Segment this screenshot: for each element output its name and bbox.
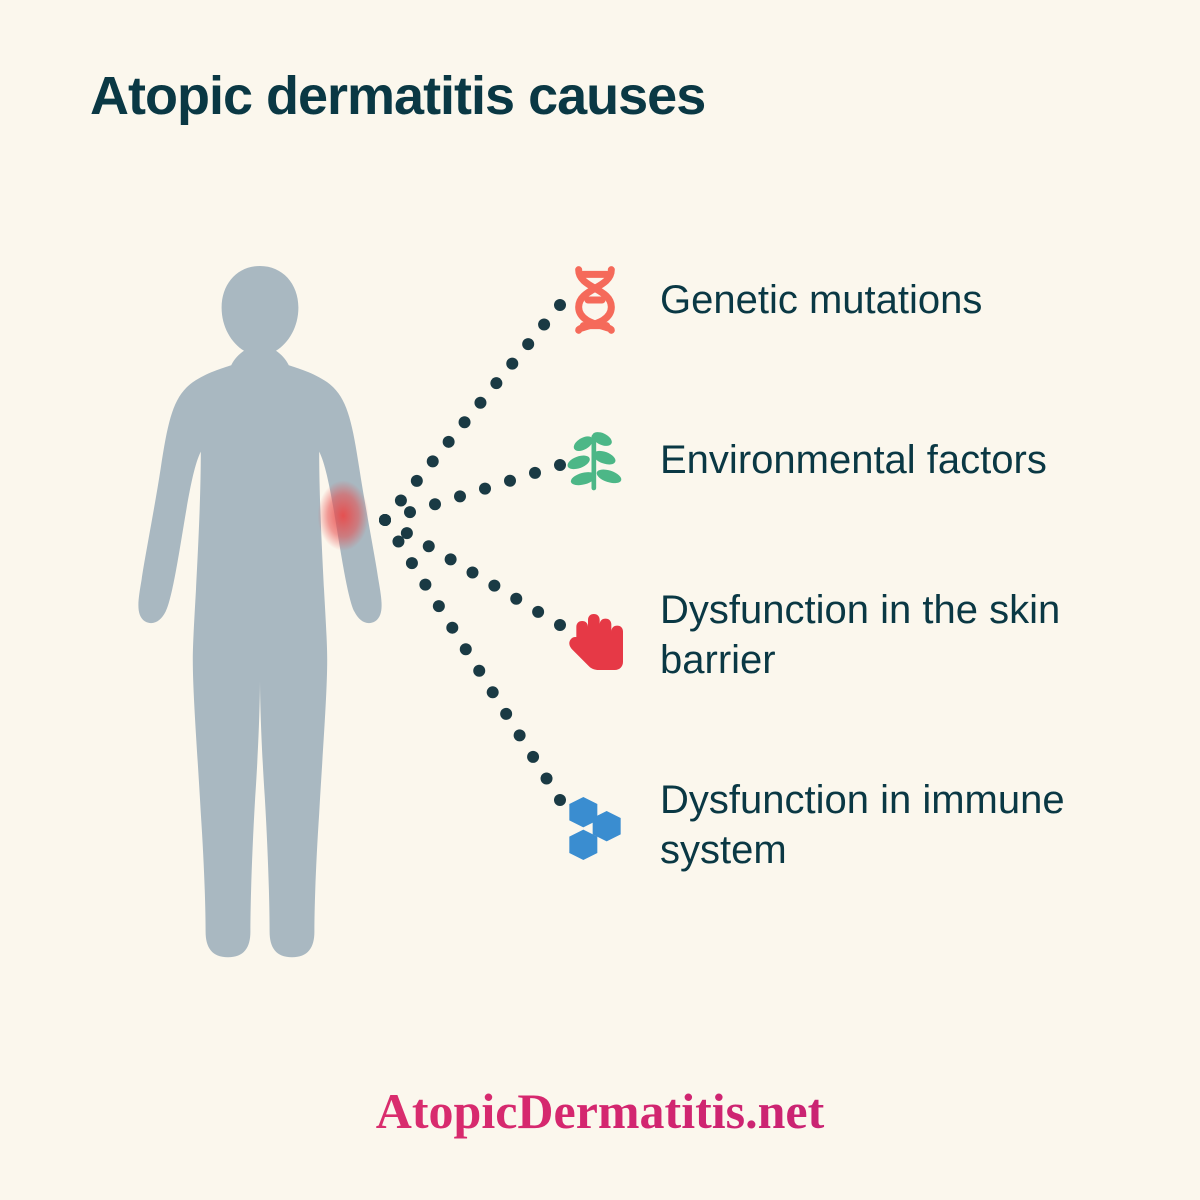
page-title: Atopic dermatitis causes (90, 65, 705, 127)
hexagon-cluster-icon (560, 790, 630, 860)
cause-label: Dysfunction in immune system (660, 775, 1120, 875)
cause-immune: Dysfunction in immune system (560, 775, 1120, 875)
cause-label: Genetic mutations (660, 275, 982, 325)
leaf-icon (560, 425, 630, 495)
cause-list: Genetic mutations Environmental factors (560, 265, 1120, 965)
cause-label: Dysfunction in the skin barrier (660, 585, 1120, 685)
hand-icon (560, 600, 630, 670)
cause-genetic: Genetic mutations (560, 265, 1120, 335)
dna-icon (560, 265, 630, 335)
cause-skin-barrier: Dysfunction in the skin barrier (560, 585, 1120, 685)
cause-label: Environmental factors (660, 435, 1047, 485)
skin-spot-icon (318, 480, 369, 550)
footer-brand: AtopicDermatitis.net (0, 1082, 1200, 1140)
cause-environmental: Environmental factors (560, 425, 1120, 495)
human-figure (100, 250, 420, 970)
